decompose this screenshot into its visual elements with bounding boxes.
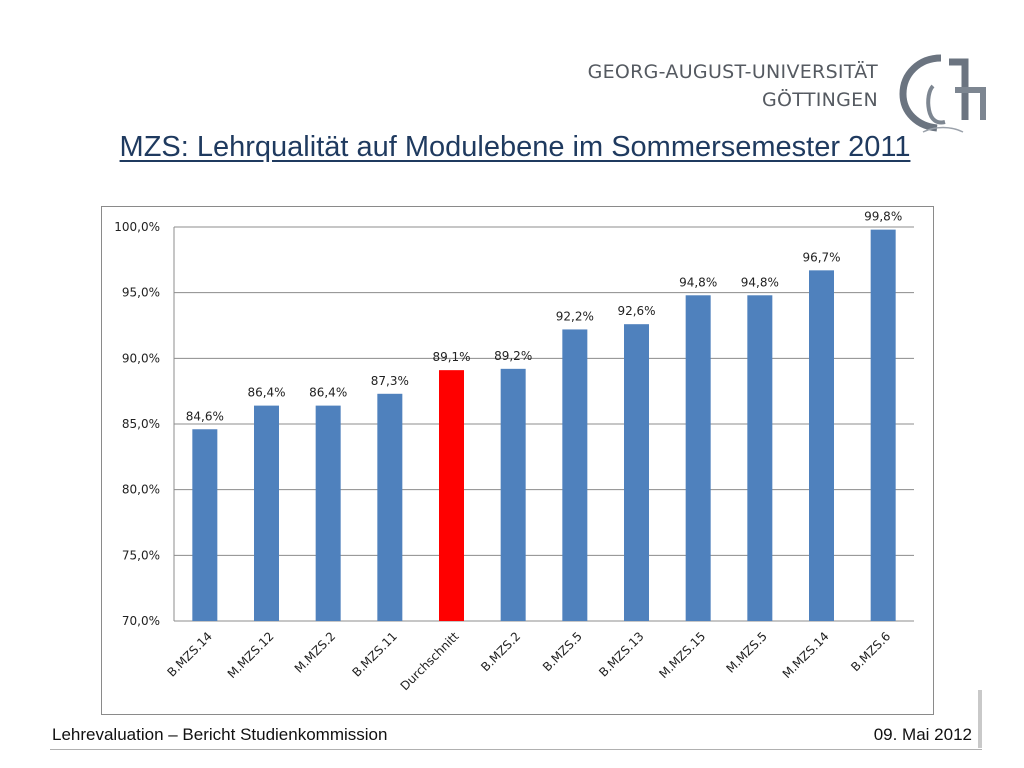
x-tick-label: M.MZS.15 xyxy=(656,629,708,681)
x-tick-label: B.MZS.2 xyxy=(478,629,523,674)
y-tick-label: 70,0% xyxy=(122,614,160,628)
y-tick-label: 80,0% xyxy=(122,483,160,497)
data-label: 86,4% xyxy=(247,386,285,400)
bar xyxy=(192,429,218,621)
bar xyxy=(315,405,341,621)
bar xyxy=(500,368,526,621)
university-name: GEORG-AUGUST-UNIVERSITÄT GÖTTINGEN xyxy=(588,58,878,114)
data-label: 92,6% xyxy=(617,304,655,318)
university-name-line2: GÖTTINGEN xyxy=(761,89,878,111)
x-tick-label: Durchschnitt xyxy=(398,629,462,693)
data-label: 84,6% xyxy=(186,409,224,423)
bar xyxy=(624,324,649,621)
x-tick-label: B.MZS.13 xyxy=(596,629,646,679)
footer-divider xyxy=(50,749,982,750)
slide-title: MZS: Lehrqualität auf Modulebene im Somm… xyxy=(119,131,911,163)
footer-left-text: Lehrevaluation – Bericht Studienkommissi… xyxy=(52,725,388,744)
y-tick-label: 100,0% xyxy=(114,220,160,234)
bar xyxy=(562,329,588,621)
university-logo-icon xyxy=(893,50,989,136)
bar xyxy=(870,229,896,622)
y-tick-label: 85,0% xyxy=(122,417,160,431)
bar xyxy=(377,393,403,621)
data-label: 99,8% xyxy=(864,210,902,224)
x-tick-label: M.MZS.2 xyxy=(292,629,339,676)
data-label: 89,1% xyxy=(432,350,470,364)
bar xyxy=(747,295,773,621)
y-tick-label: 75,0% xyxy=(122,548,160,562)
x-tick-label: M.MZS.12 xyxy=(225,629,277,681)
x-tick-label: B.MZS.14 xyxy=(165,629,215,679)
data-label: 94,8% xyxy=(741,275,779,289)
bar-chart: 70,0% 75,0% 80,0% 85,0% 90,0% 95,0% 100,0% 84,6… xyxy=(114,210,914,693)
footer-date: 09. Mai 2012 xyxy=(873,725,972,744)
bar xyxy=(439,370,464,621)
x-tick-label: B.MZS.5 xyxy=(540,629,585,674)
x-tick-label: M.MZS.14 xyxy=(780,629,832,681)
x-tick-label: M.MZS.5 xyxy=(723,629,770,676)
chart-frame: 70,0% 75,0% 80,0% 85,0% 90,0% 95,0% 100,0% 84,6… xyxy=(101,206,934,715)
y-tick-label: 95,0% xyxy=(122,286,160,300)
x-tick-label: B.MZS.11 xyxy=(350,629,400,679)
data-label: 89,2% xyxy=(494,349,532,363)
data-label: 87,3% xyxy=(371,374,409,388)
university-name-line1: GEORG-AUGUST-UNIVERSITÄT xyxy=(587,61,878,83)
bar xyxy=(254,405,279,621)
x-tick-label: B.MZS.6 xyxy=(848,629,893,674)
side-decoration xyxy=(978,690,982,748)
bar xyxy=(685,295,711,621)
data-label: 94,8% xyxy=(679,275,717,289)
bar xyxy=(809,270,834,621)
y-tick-label: 90,0% xyxy=(122,351,160,365)
data-label: 92,2% xyxy=(556,309,594,323)
data-label: 86,4% xyxy=(309,386,347,400)
data-label: 96,7% xyxy=(802,250,840,264)
